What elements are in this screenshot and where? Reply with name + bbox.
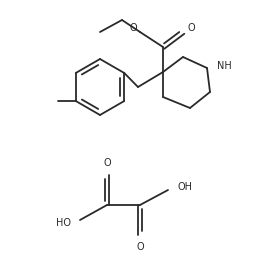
Text: O: O [188,23,196,33]
Text: O: O [129,23,137,33]
Text: O: O [136,242,144,252]
Text: OH: OH [177,182,192,192]
Text: HO: HO [56,218,71,228]
Text: O: O [103,158,111,168]
Text: NH: NH [217,61,232,71]
